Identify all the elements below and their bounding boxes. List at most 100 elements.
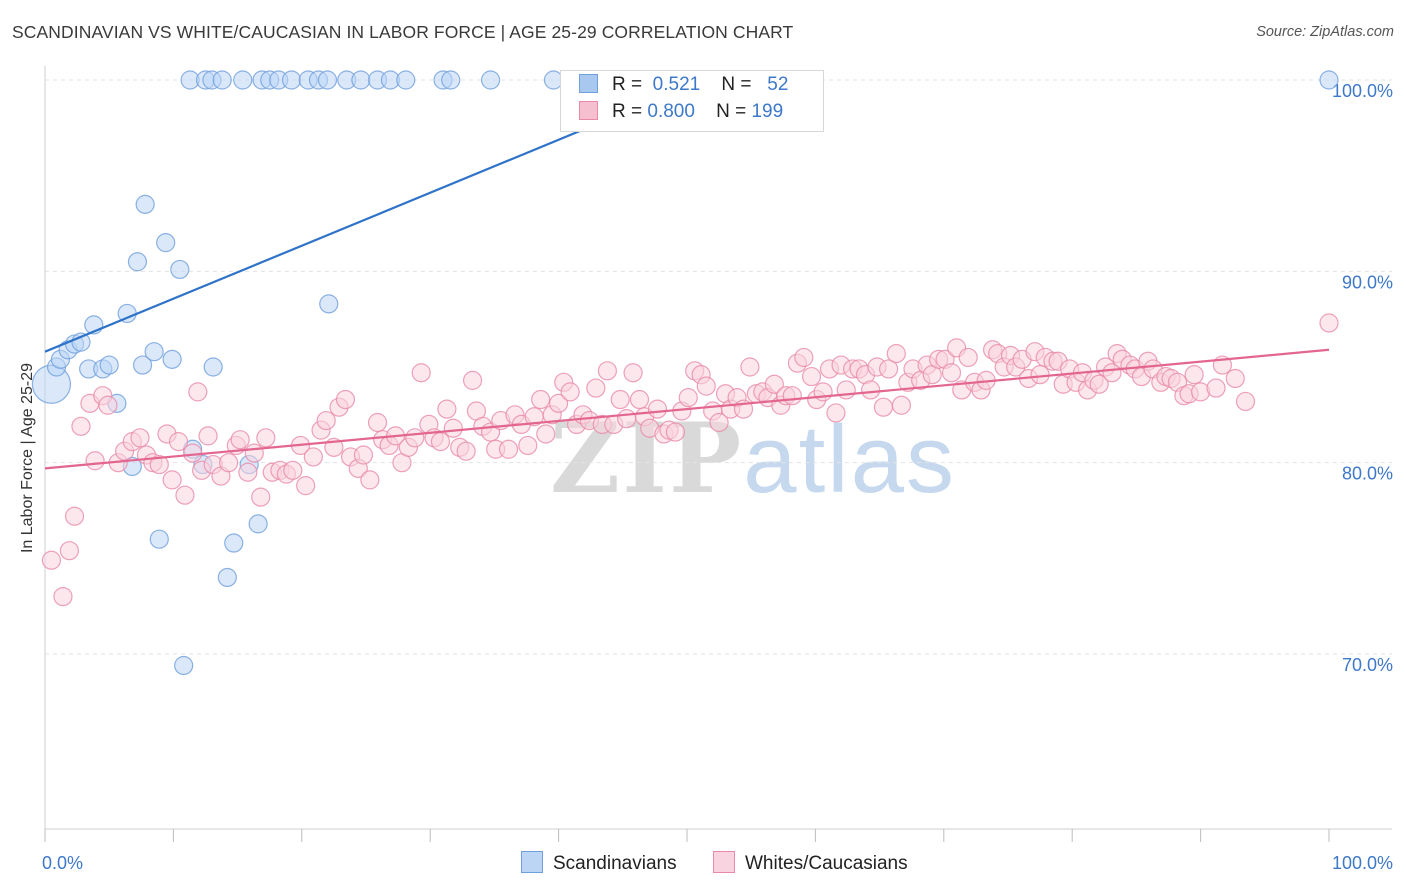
stats-row-scandinavians: R = 0.521 N = 52 [579,74,788,100]
white-caucasian-point [740,357,760,377]
white-caucasian-point [198,426,218,446]
white-caucasian-point [597,361,617,381]
y-tick-label: 90.0% [1342,272,1393,292]
white-caucasian-point [1235,391,1256,412]
white-caucasian-point [891,395,912,415]
white-caucasian-point [531,389,551,410]
white-caucasian-point [437,399,457,419]
scandinavian-point [1319,70,1339,90]
white-caucasian-point [335,389,356,410]
white-caucasian-point [536,424,556,444]
stats-r-value: 0.521 [652,74,701,95]
chart-title: SCANDINAVIAN VS WHITE/CAUCASIAN IN LABOR… [12,22,794,42]
white-caucasian-point [826,403,846,423]
white-caucasian-point [303,447,323,467]
white-caucasian-point [175,485,195,505]
scandinavian-point [224,533,244,553]
scandinavian-point [212,70,232,90]
white-caucasian-point [411,363,431,383]
scandinavian-point [396,70,416,90]
white-caucasian-point [1030,365,1050,385]
white-caucasian-point [283,460,303,480]
white-caucasian-point [296,476,316,496]
legend-item-whites[interactable]: Whites/Caucasians [713,851,908,875]
stats-box: R = 0.521 N = 52 R = 0.800 N = 199 [560,70,824,132]
white-caucasian-point [188,382,208,402]
watermark-atlas: atlas [743,406,956,513]
scandinavian-point [317,70,338,90]
white-caucasian-point [782,386,802,406]
white-caucasian-point [59,541,79,561]
white-caucasian-point [1089,374,1109,394]
white-caucasian-point [219,453,239,473]
white-caucasian-point [98,395,118,415]
stats-swatch-scandinavians [579,74,598,93]
white-caucasian-point [836,380,856,400]
white-caucasian-point [861,380,881,400]
white-caucasian-point [53,586,73,607]
scandinavian-point [248,514,268,534]
white-caucasian-point [709,412,729,433]
y-tick-label: 70.0% [1342,655,1393,675]
white-caucasian-point [678,388,698,408]
white-caucasian-point [1225,368,1245,389]
white-caucasian-point [629,389,650,410]
scandinavian-point [174,655,194,676]
scandinavian-point [132,355,153,375]
white-caucasian-point [610,389,630,410]
white-caucasian-point [548,393,569,413]
x-tick-label: 0.0% [42,853,83,873]
scandinavian-point [99,355,119,375]
white-caucasian-point [696,376,716,396]
white-caucasian-point [162,470,182,490]
white-caucasian-point [367,412,388,433]
scandinavian-point [319,294,339,314]
legend-swatch-scandinavians [521,851,543,873]
scandinavian-point [480,70,501,90]
stats-swatch-whites [579,101,598,120]
white-caucasian-point [665,422,686,442]
white-caucasian-point [764,374,784,394]
white-caucasian-point [64,506,85,526]
x-tick-label: 100.0% [1332,853,1393,873]
y-tick-label: 100.0% [1332,81,1393,101]
white-caucasian-point [1102,363,1122,383]
white-caucasian-point [443,418,463,438]
white-caucasian-point [85,451,105,471]
white-caucasian-point [647,399,668,419]
legend-label: Whites/Caucasians [745,853,908,874]
white-caucasian-point [794,347,814,368]
scandinavian-point [233,70,253,90]
scandinavian-point [135,194,155,214]
legend-swatch-whites [713,851,735,873]
white-caucasian-point [238,462,258,482]
white-caucasian-point [405,428,425,448]
white-caucasian-point [256,428,276,448]
scandinavian-point [170,259,190,280]
stats-row-whites: R = 0.800 N = 199 [579,101,783,127]
white-caucasian-trend-line [44,348,1330,470]
scandinavian-point [441,70,461,90]
white-caucasian-point [518,435,538,456]
white-caucasian-point [230,430,250,450]
legend-item-scandinavians[interactable]: Scandinavians [521,851,677,875]
white-caucasian-point [168,432,189,452]
white-caucasian-point [41,550,62,570]
white-caucasian-point [1319,313,1339,333]
white-caucasian-point [801,366,822,387]
white-caucasian-point [586,378,606,398]
stats-n-value: 52 [767,74,789,95]
scandinavian-point [144,342,164,362]
white-caucasian-point [886,344,906,364]
white-caucasian-point [873,397,894,417]
white-caucasian-point [456,441,476,461]
white-caucasian-point [958,347,978,368]
stats-n-label: N = [716,101,747,122]
white-caucasian-point [498,439,519,459]
stats-r-label: R = [612,74,643,95]
white-caucasian-point [617,409,637,429]
white-caucasian-point [130,428,150,448]
white-caucasian-point [244,443,264,463]
stats-n-label: N = [721,74,752,95]
